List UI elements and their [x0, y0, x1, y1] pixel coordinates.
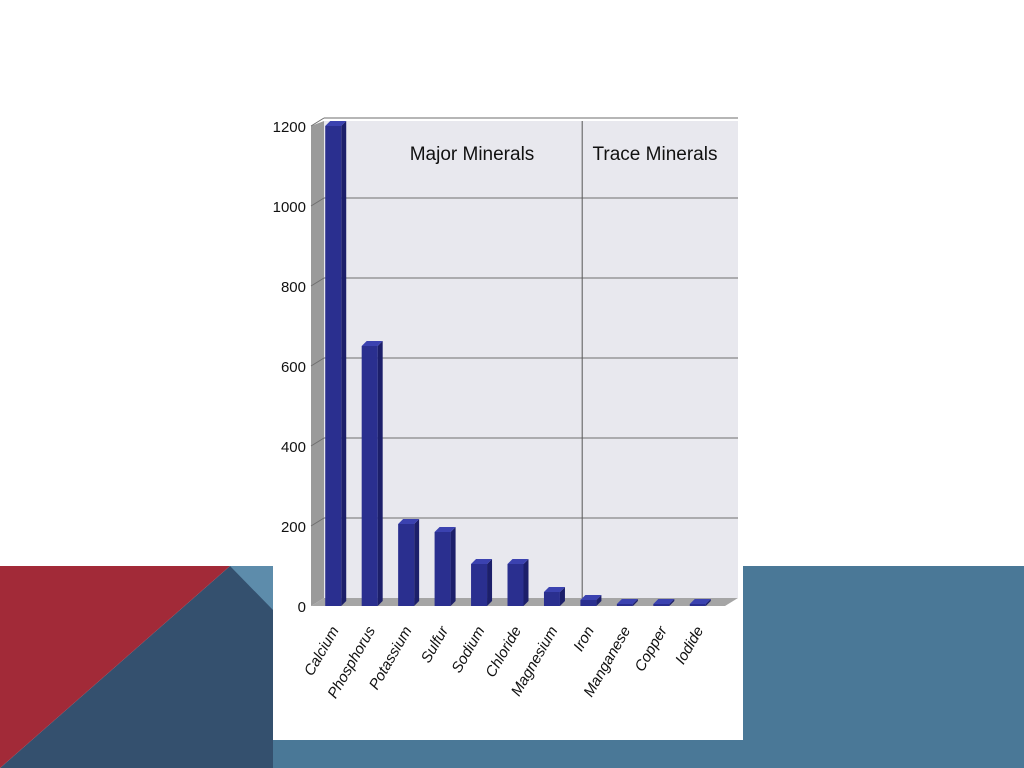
bar-front: [653, 604, 670, 606]
y-tick-label: 1200: [273, 119, 306, 136]
bar-side: [669, 599, 675, 606]
bar-front: [689, 604, 706, 606]
navy-triangle: [0, 566, 273, 768]
gridlines: [310, 117, 738, 527]
y-tick-label: 1000: [273, 199, 306, 216]
gridline-side: [310, 437, 325, 447]
bar-front: [361, 346, 378, 606]
bar-top: [398, 519, 420, 524]
bar-top: [689, 599, 711, 604]
gridline-side: [310, 357, 325, 367]
bar-iron: [580, 595, 602, 606]
gridline-side: [310, 197, 325, 207]
side-wall: [311, 121, 324, 606]
bar-side: [414, 519, 420, 606]
red-triangle: [0, 566, 230, 768]
bar-sulfur: [434, 527, 456, 606]
bar-top: [325, 121, 347, 126]
bar-top: [361, 341, 383, 346]
x-tick-label-iodide: Iodide: [672, 624, 707, 668]
bar-manganese: [616, 599, 638, 606]
bar-top: [471, 559, 493, 564]
bar-top: [434, 527, 456, 532]
x-tick-label-copper: Copper: [631, 623, 671, 675]
bar-side: [596, 595, 602, 606]
bar-side: [341, 121, 347, 606]
bar-front: [580, 600, 597, 606]
bar-top: [543, 587, 565, 592]
bars: [325, 121, 711, 606]
bar-chart: Major Minerals Trace Minerals 0 200 400 600…: [273, 117, 738, 702]
bar-side: [450, 527, 456, 606]
y-tick-label: 600: [281, 359, 306, 376]
bar-top: [653, 599, 675, 604]
bar-iodide: [689, 599, 711, 606]
bar-top: [580, 595, 602, 600]
bar-chloride: [507, 559, 529, 606]
bar-top: [507, 559, 529, 564]
section-labels: Major Minerals Trace Minerals: [410, 144, 718, 165]
y-tick-label: 800: [281, 279, 306, 296]
gridline-side: [310, 517, 325, 527]
bar-side: [632, 599, 638, 606]
bar-calcium: [325, 121, 347, 606]
y-tick-label: 200: [281, 519, 306, 536]
annotation-trace-minerals: Trace Minerals: [593, 144, 718, 165]
y-axis-ticks: 0 200 400 600 800 1000 1200: [273, 119, 306, 616]
bar-potassium: [398, 519, 420, 606]
y-tick-label: 400: [281, 439, 306, 456]
bar-phosphorus: [361, 341, 383, 606]
chart-card: Major Minerals Trace Minerals 0 200 400 600…: [273, 110, 743, 740]
bottom-strip: [273, 740, 743, 768]
annotation-major-minerals: Major Minerals: [410, 144, 535, 165]
bar-front: [471, 564, 488, 606]
back-wall: [324, 121, 738, 598]
x-tick-label-sulfur: Sulfur: [418, 623, 453, 666]
bar-copper: [653, 599, 675, 606]
bar-top: [616, 599, 638, 604]
bar-front: [507, 564, 524, 606]
bar-front: [543, 592, 560, 606]
gridline-side: [310, 277, 325, 287]
x-tick-label-iron: Iron: [570, 624, 598, 655]
bar-side: [559, 587, 565, 606]
bar-front: [434, 532, 451, 606]
bar-sodium: [471, 559, 493, 606]
x-tick-label-sodium: Sodium: [448, 624, 488, 677]
bar-front: [398, 524, 415, 606]
gridline-side: [310, 117, 325, 127]
bar-magnesium: [543, 587, 565, 606]
bar-side: [377, 341, 383, 606]
bar-side: [487, 559, 493, 606]
bar-side: [705, 599, 711, 606]
bar-front: [325, 126, 342, 606]
bar-side: [523, 559, 529, 606]
bar-front: [616, 604, 633, 606]
y-tick-label: 0: [298, 599, 306, 616]
